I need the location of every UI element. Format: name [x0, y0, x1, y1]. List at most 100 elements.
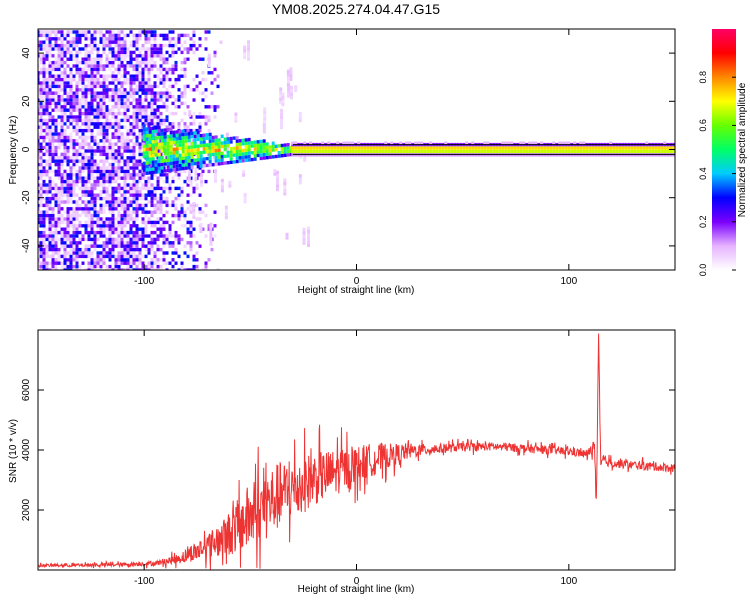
spectrogram-cell — [96, 115, 100, 119]
spectrogram-cell — [78, 159, 82, 163]
spectrogram-cell — [175, 164, 179, 168]
spectrogram-cell — [78, 149, 82, 153]
spectrogram-cell — [96, 132, 100, 136]
spectrogram-cell — [48, 64, 52, 68]
spectrogram-cell — [189, 193, 193, 197]
spectrogram-cell — [63, 193, 67, 197]
spectrogram-cell — [612, 146, 616, 150]
spectrogram-cell — [66, 261, 70, 265]
spectrogram-cell — [213, 234, 217, 238]
spectrogram-cell — [108, 88, 112, 92]
spectrogram-cell — [108, 33, 112, 38]
spectrogram-cell — [66, 196, 70, 201]
spectrogram-cell — [108, 98, 112, 102]
spectrogram-cell — [223, 140, 227, 145]
spectrogram-cell — [54, 217, 58, 221]
spectrogram-cell — [420, 141, 424, 145]
spectrogram-cell — [159, 50, 163, 55]
spectrogram-cell — [286, 69, 290, 74]
spectrogram-cell — [198, 111, 202, 116]
spectrogram-cell — [99, 258, 103, 262]
spectrogram-cell — [190, 135, 194, 139]
spectrogram-cell — [90, 84, 94, 89]
spectrogram-cell — [39, 217, 43, 221]
spectrogram-cell — [78, 241, 82, 245]
spectrogram-cell — [132, 196, 136, 201]
spectrogram-cell — [63, 84, 67, 89]
spectrogram-cell — [157, 163, 161, 167]
spectrogram-cell — [117, 54, 121, 58]
spectrogram-cell — [93, 77, 97, 82]
spectrogram-cell — [189, 176, 193, 180]
spectrogram-cell — [444, 141, 448, 145]
spectrogram-cell — [99, 179, 103, 184]
spectrogram-cell — [132, 200, 136, 204]
spectrogram-cell — [202, 164, 206, 168]
spectrogram-cell — [42, 217, 46, 221]
spectrogram-cell — [187, 166, 191, 170]
spectrogram-cell — [99, 159, 103, 163]
spectrogram-cell — [145, 157, 149, 162]
spectrogram-cell — [138, 54, 142, 58]
spectrogram-cell — [224, 205, 228, 210]
spectrogram-cell — [220, 151, 224, 155]
spectrogram-cell — [271, 155, 275, 159]
spectrogram-cell — [57, 156, 61, 160]
spectrogram-cell — [144, 115, 148, 119]
spectrogram-cell — [87, 88, 91, 92]
spectrogram-cell — [69, 101, 73, 106]
spectrogram-cell — [81, 179, 85, 184]
spectrogram-cell — [72, 40, 76, 44]
spectrogram-cell — [345, 146, 349, 150]
spectrogram-cell — [102, 251, 106, 255]
spectrogram-cell — [90, 268, 94, 270]
spectrogram-cell — [48, 88, 52, 92]
spectrogram-cell — [114, 149, 118, 153]
spectrogram-cell — [39, 125, 43, 129]
spectrogram-cell — [169, 161, 173, 165]
spectrogram-cell — [108, 179, 112, 184]
spectrogram-cell — [271, 141, 275, 145]
spectrogram-cell — [69, 30, 73, 34]
spectrogram-cell — [459, 149, 463, 154]
spectrogram-cell — [159, 230, 163, 235]
spectrogram-cell — [60, 176, 64, 180]
spectrogram-cell — [132, 50, 136, 55]
spectrogram-cell — [39, 254, 43, 259]
spectrogram-cell — [263, 107, 267, 111]
spectrogram-cell — [148, 150, 152, 155]
spectrogram-cell — [93, 149, 97, 153]
spectrogram-cell — [105, 193, 109, 197]
spectrogram-cell — [636, 146, 640, 150]
spectrogram-cell — [135, 118, 139, 123]
spectrogram-cell — [111, 203, 115, 208]
spectrogram-cell — [111, 91, 115, 95]
spectrogram-cell — [39, 128, 43, 133]
spectrogram-cell — [105, 156, 109, 160]
spectrogram-cell — [108, 220, 112, 225]
spectrogram-cell — [247, 40, 251, 44]
spectrogram-cell — [48, 227, 52, 231]
spectrogram-cell — [552, 146, 556, 150]
spectrogram-cell — [192, 50, 196, 55]
spectrogram-cell — [283, 181, 287, 186]
spectrogram-cell — [135, 135, 139, 140]
spectrogram-cell — [132, 108, 136, 112]
spectrogram-cell — [78, 203, 82, 208]
spectrogram-cell — [256, 140, 260, 144]
spectrogram-cell — [75, 71, 79, 75]
spectrogram-cell — [117, 251, 121, 255]
spectrogram-cell — [138, 227, 142, 231]
spectrogram-cell — [63, 237, 67, 242]
spectrogram-cell — [192, 212, 196, 216]
spectrogram-cell — [90, 77, 94, 82]
spectrogram-cell — [102, 64, 106, 68]
spectrogram-cell — [150, 37, 154, 41]
spectrogram-cell — [111, 145, 115, 150]
spectrogram-cell — [72, 193, 76, 197]
spectrogram-cell — [87, 186, 91, 191]
spectrogram-cell — [214, 135, 218, 139]
spectrogram-cell — [111, 176, 115, 180]
spectrogram-cell — [57, 200, 61, 204]
spectrogram-cell — [114, 159, 118, 163]
